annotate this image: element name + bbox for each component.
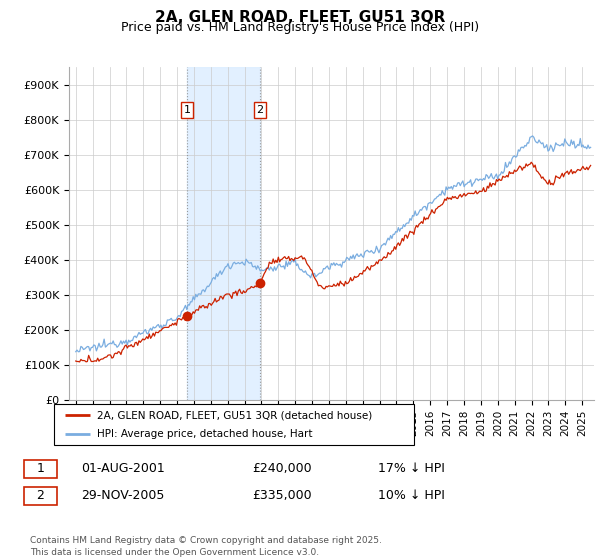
Text: £240,000: £240,000 (252, 462, 311, 475)
Text: 17% ↓ HPI: 17% ↓ HPI (378, 462, 445, 475)
Text: 1: 1 (36, 462, 44, 475)
Text: 29-NOV-2005: 29-NOV-2005 (81, 489, 164, 502)
Text: 2: 2 (36, 489, 44, 502)
Text: Price paid vs. HM Land Registry's House Price Index (HPI): Price paid vs. HM Land Registry's House … (121, 21, 479, 34)
Text: 2: 2 (257, 105, 263, 115)
Text: 01-AUG-2001: 01-AUG-2001 (81, 462, 165, 475)
Text: 2A, GLEN ROAD, FLEET, GU51 3QR: 2A, GLEN ROAD, FLEET, GU51 3QR (155, 10, 445, 25)
Text: 2A, GLEN ROAD, FLEET, GU51 3QR (detached house): 2A, GLEN ROAD, FLEET, GU51 3QR (detached… (97, 410, 373, 421)
Text: HPI: Average price, detached house, Hart: HPI: Average price, detached house, Hart (97, 429, 313, 439)
Bar (187, 67, 260, 400)
Text: 10% ↓ HPI: 10% ↓ HPI (378, 489, 445, 502)
Text: £335,000: £335,000 (252, 489, 311, 502)
Text: Contains HM Land Registry data © Crown copyright and database right 2025.
This d: Contains HM Land Registry data © Crown c… (30, 536, 382, 557)
Text: 1: 1 (184, 105, 191, 115)
